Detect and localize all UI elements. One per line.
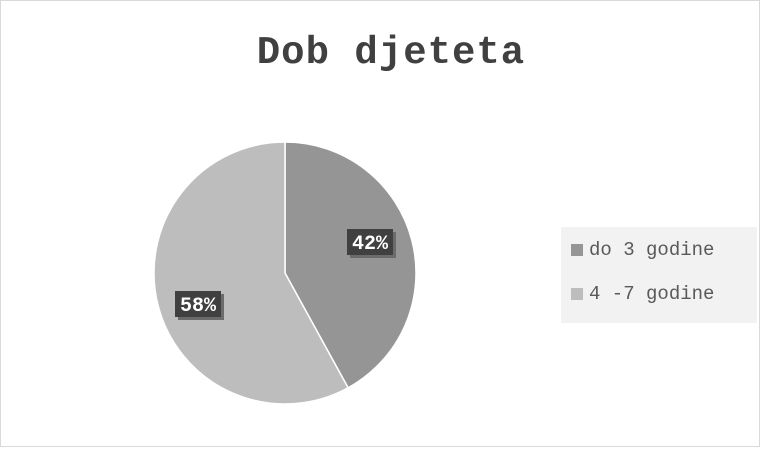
data-label-0: 42%	[352, 233, 389, 256]
data-label-1: 58%	[180, 295, 217, 318]
legend-label-0: do 3 godine	[589, 239, 715, 261]
legend-item-0: do 3 godine	[571, 239, 714, 261]
chart-title: Dob djeteta	[256, 31, 526, 75]
legend-label-1: 4 -7 godine	[589, 283, 715, 305]
data-label-box-0	[347, 229, 393, 255]
legend-swatch-0	[571, 244, 583, 256]
pie-slice-0	[284, 141, 417, 389]
pie-slice-1	[153, 141, 350, 405]
legend-swatch-1	[571, 288, 583, 300]
legend-item-1: 4 -7 godine	[571, 283, 714, 305]
data-label-box-1	[175, 291, 221, 317]
legend: do 3 godine 4 -7 godine	[561, 227, 757, 323]
